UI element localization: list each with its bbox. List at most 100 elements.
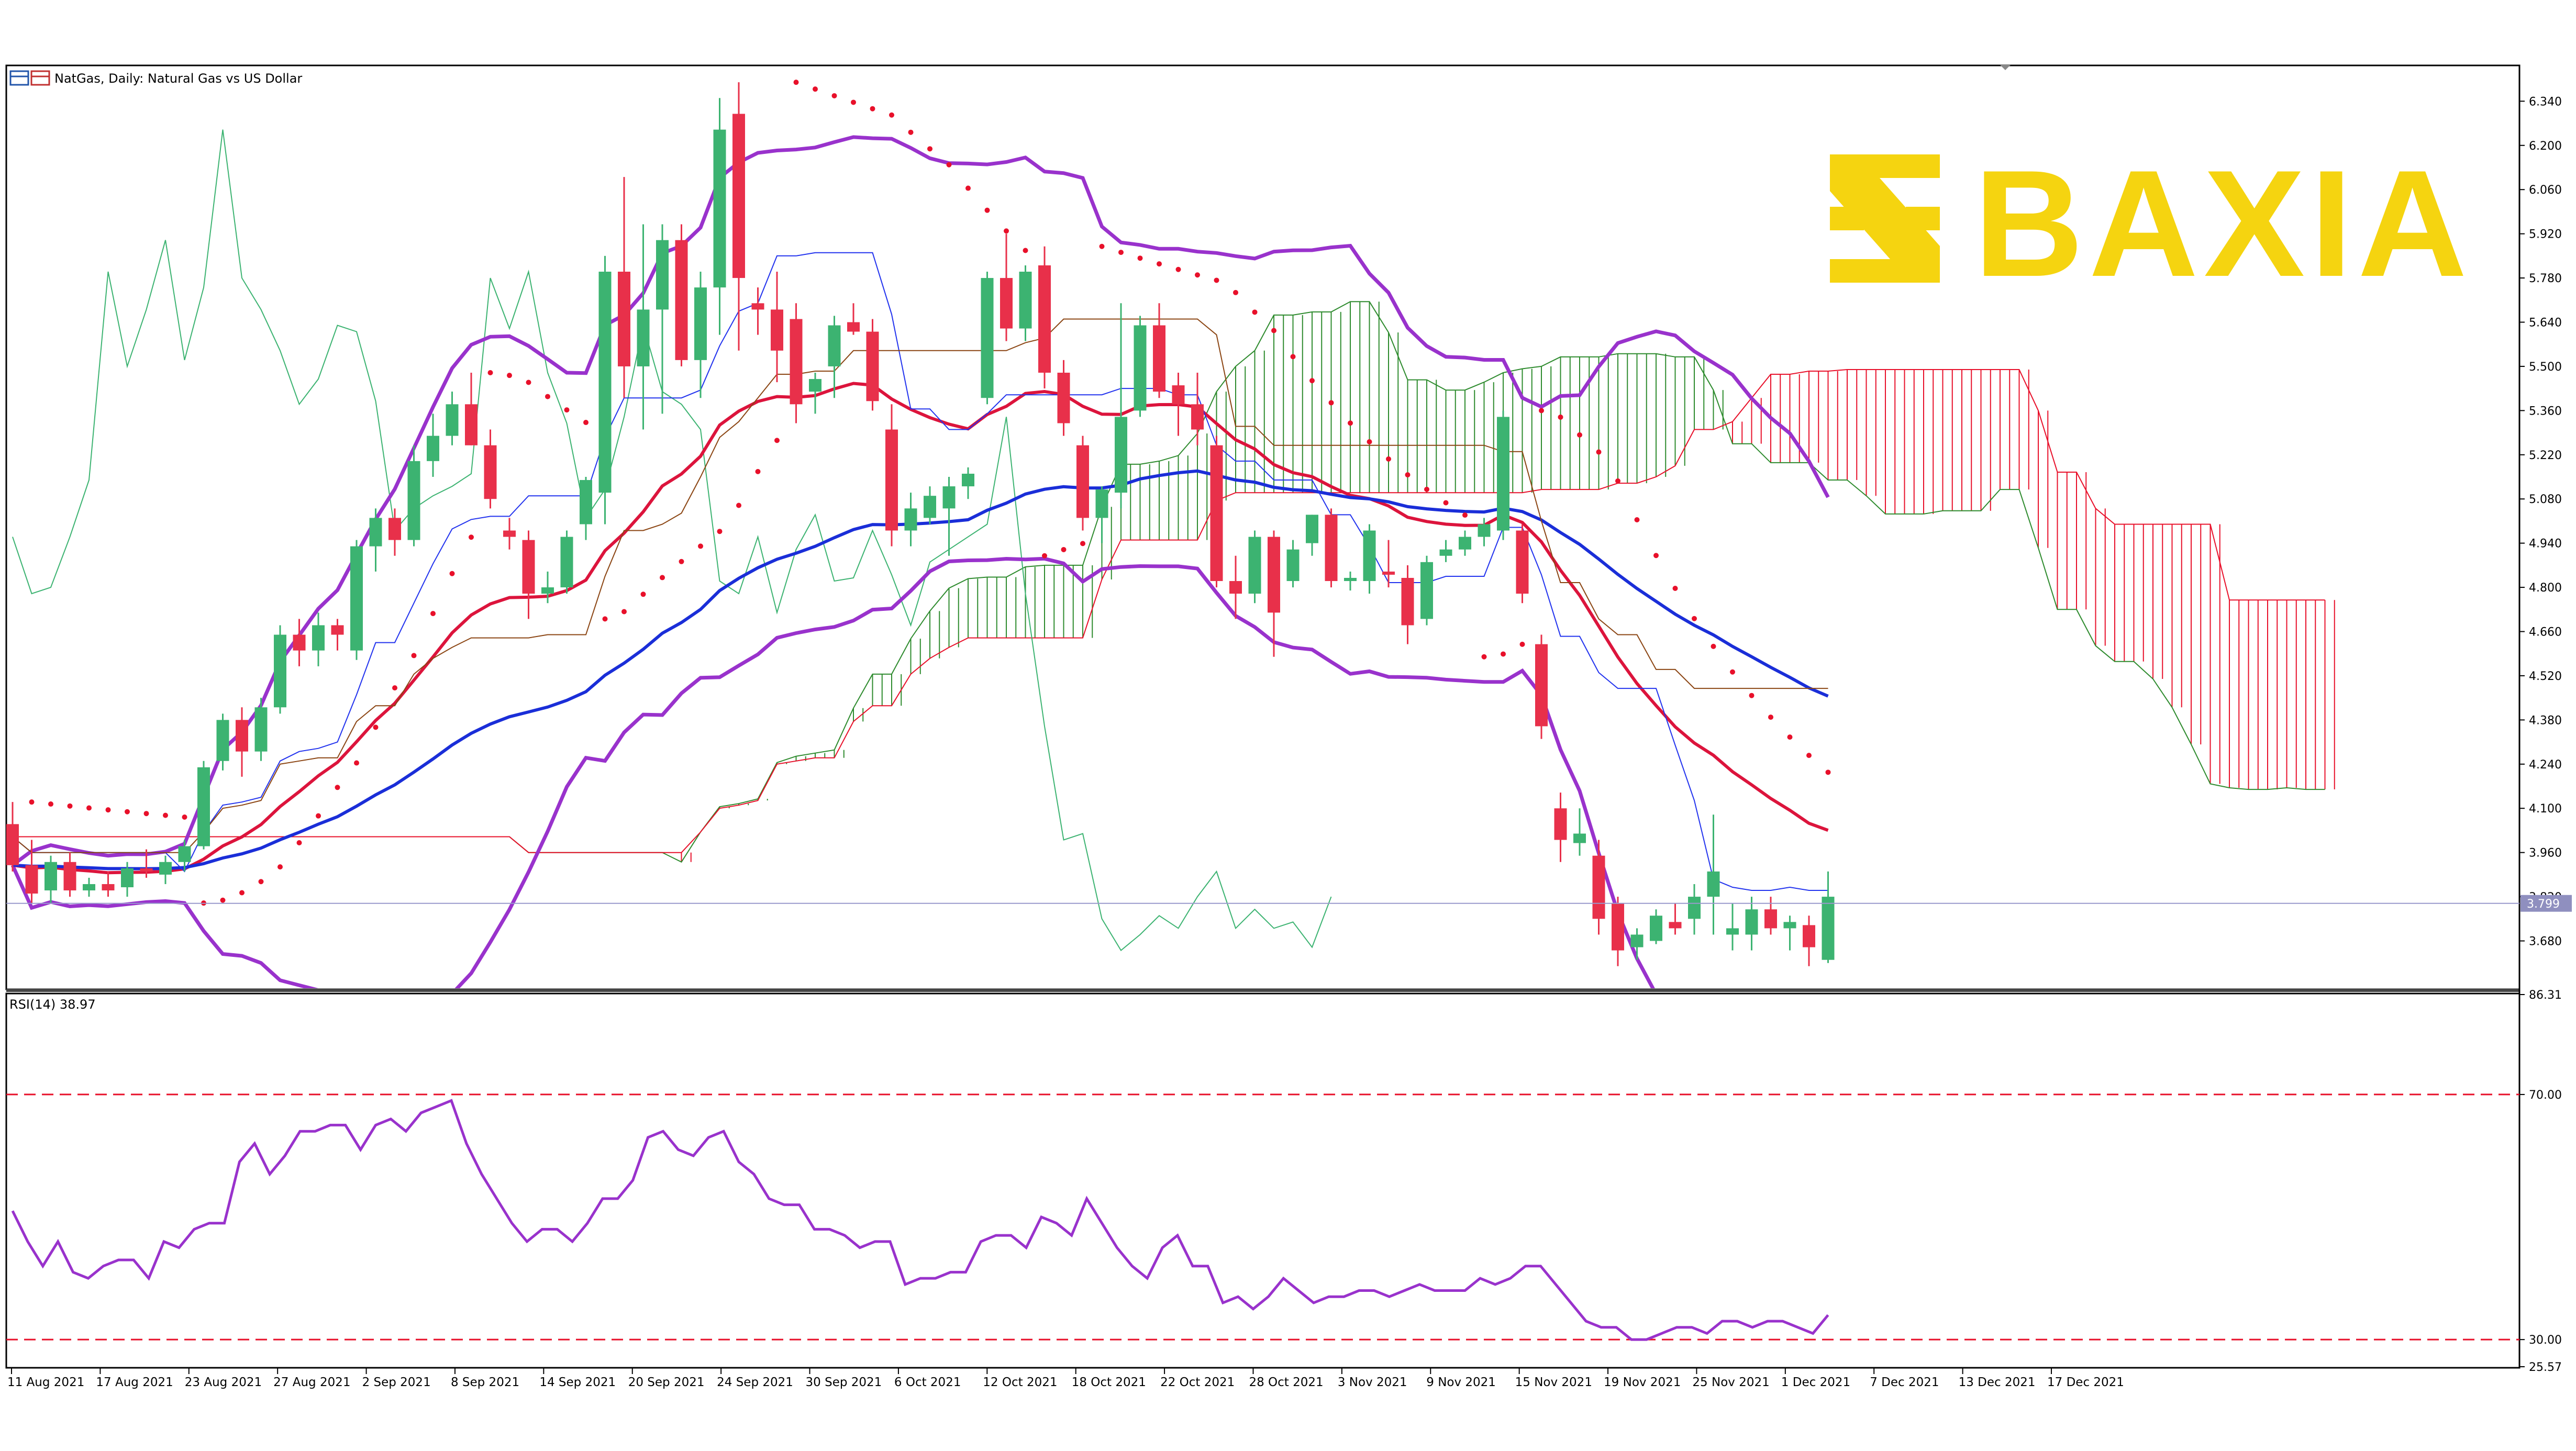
sar-dot: [1175, 266, 1181, 272]
candle: [541, 571, 554, 604]
sar-dot: [526, 380, 531, 385]
candle-body: [178, 846, 191, 862]
sar-dot: [296, 840, 302, 845]
sar-dot: [1825, 769, 1831, 775]
price-tick-label: 4.240: [2529, 758, 2562, 772]
candle-body: [1401, 577, 1414, 626]
date-tick-label: 7 Dec 2021: [1870, 1376, 1939, 1389]
sar-dot: [1596, 449, 1602, 455]
sar-dot: [1443, 500, 1449, 506]
candle-body: [159, 862, 172, 875]
price-tick-label: 6.340: [2529, 95, 2562, 108]
candle-body: [809, 379, 821, 392]
candle: [866, 319, 879, 411]
candle-body: [1000, 278, 1013, 329]
sar-dot: [1118, 250, 1124, 255]
sar-dot: [487, 370, 493, 375]
date-tick-label: 14 Sep 2021: [539, 1376, 616, 1389]
candle: [522, 530, 535, 619]
senkou-span-b: [13, 369, 2325, 853]
sar-dot: [1290, 354, 1296, 360]
sar-dot: [736, 503, 741, 508]
current-price-label: 3.799: [2527, 898, 2560, 911]
candle: [1783, 916, 1796, 951]
candle-body: [1783, 922, 1796, 929]
candle-body: [618, 272, 630, 366]
candle-body: [1057, 372, 1070, 423]
candle: [1497, 410, 1509, 540]
candle-body: [1745, 909, 1758, 935]
candle: [1210, 436, 1223, 588]
candle: [1592, 840, 1605, 935]
candle-body: [388, 518, 401, 540]
candle: [1573, 808, 1586, 856]
candle: [1306, 515, 1318, 556]
moving-average-fast: [12, 382, 1829, 875]
candle-body: [751, 303, 764, 310]
candle-body: [942, 486, 956, 509]
price-tick-label: 5.920: [2529, 228, 2562, 241]
rsi-plot: [6, 1093, 2519, 1341]
candle: [1172, 372, 1185, 436]
sar-dot: [1405, 472, 1411, 478]
candle-body: [1325, 515, 1338, 582]
candle-body: [1420, 562, 1433, 619]
candle: [1038, 246, 1051, 389]
candle: [159, 855, 172, 884]
date-tick-label: 12 Oct 2021: [983, 1376, 1057, 1389]
candle-body: [1612, 903, 1624, 951]
candle: [484, 429, 497, 509]
sar-dot: [965, 185, 971, 191]
candle-body: [121, 868, 134, 888]
sar-dot: [1271, 328, 1276, 333]
candle-body: [1153, 325, 1165, 392]
sar-dot: [411, 653, 417, 658]
candle: [1248, 530, 1261, 604]
ichimoku-cloud: [13, 301, 2335, 863]
candle: [598, 255, 612, 524]
candle: [1363, 524, 1376, 594]
candle-body: [369, 518, 382, 546]
candle-body: [847, 322, 860, 332]
candle-body: [598, 272, 612, 493]
candle: [197, 761, 210, 850]
candle-body: [1038, 265, 1051, 373]
price-tick-label: 3.680: [2529, 935, 2562, 948]
sar-dot: [1653, 553, 1659, 559]
candle-body: [83, 884, 95, 891]
rsi-pane-frame: [5, 992, 2521, 1369]
candle-body: [140, 868, 153, 872]
candle: [1268, 530, 1280, 657]
date-tick-label: 13 Dec 2021: [1959, 1376, 2036, 1389]
price-tick-label: 5.360: [2529, 405, 2562, 418]
candle: [656, 224, 669, 414]
candle: [1764, 897, 1777, 935]
sar-dot: [258, 879, 264, 885]
candle: [331, 619, 344, 651]
candle-body: [45, 862, 57, 891]
candle-body: [1363, 530, 1376, 582]
candle-body: [427, 436, 439, 461]
scroll-shift-marker-icon[interactable]: [2000, 65, 2011, 70]
date-tick-label: 20 Sep 2021: [628, 1376, 705, 1389]
candle-body: [236, 720, 248, 752]
sar-dot: [660, 575, 665, 581]
sar-dot: [1042, 553, 1047, 559]
sar-dot: [1672, 585, 1678, 591]
candle-body: [1688, 897, 1701, 919]
candle: [1344, 571, 1357, 591]
candle: [847, 303, 860, 335]
candle-body: [828, 325, 841, 366]
candle-body: [522, 540, 535, 594]
candle-body: [1726, 928, 1739, 935]
candle: [1134, 316, 1147, 417]
baxia-emblem-icon: [1830, 154, 1940, 283]
candle-body: [1019, 272, 1032, 329]
date-tick-label: 27 Aug 2021: [273, 1376, 350, 1389]
candle-body: [1707, 871, 1720, 897]
candle: [1803, 916, 1815, 966]
candle: [694, 272, 707, 398]
candle-body: [197, 767, 210, 846]
date-tick-label: 15 Nov 2021: [1515, 1376, 1592, 1389]
